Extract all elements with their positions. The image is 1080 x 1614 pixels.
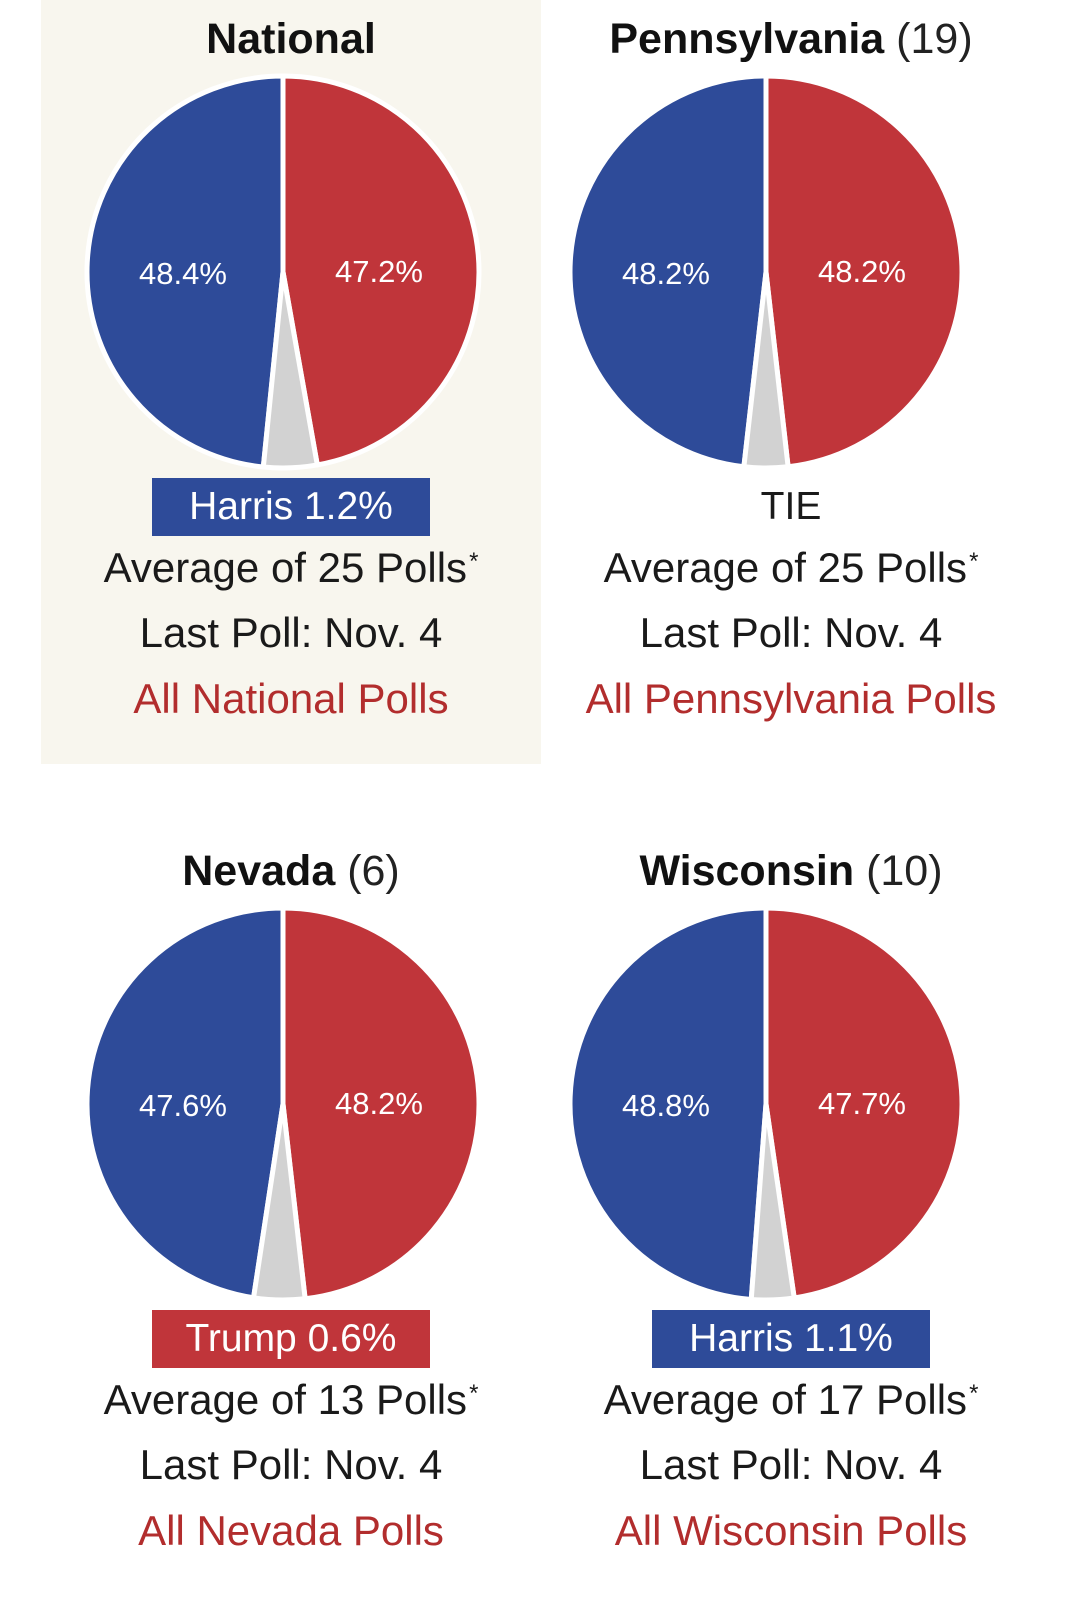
pie-slice-harris: [567, 73, 769, 470]
footnote-asterisk: *: [969, 1380, 979, 1407]
poll-average-label: Average of 13 Polls*: [41, 1374, 541, 1426]
pie-chart-nevada: 47.6% 48.2%: [84, 905, 482, 1303]
panel-title-name: National: [206, 15, 376, 63]
spread-badge: Harris 1.1%: [652, 1310, 930, 1368]
pie-slice-other: [741, 269, 791, 471]
pie-value-label-trump: 48.2%: [818, 254, 906, 289]
panel-title: National: [41, 14, 541, 64]
pie-slice-harris: [84, 905, 286, 1301]
poll-panel-nevada: Nevada (6) 47.6% 48.2% Trump 0.6% Average…: [41, 847, 541, 1614]
poll-average-text: Average of 25 Polls: [103, 544, 468, 591]
panel-title: Wisconsin (10): [541, 846, 1041, 896]
pie-chart-national: 48.4% 47.2%: [84, 73, 482, 471]
pie-chart-pennsylvania: 48.2% 48.2%: [567, 73, 965, 471]
panel-title: Nevada (6): [41, 846, 541, 896]
panel-title-name: Nevada: [182, 847, 336, 895]
all-polls-link[interactable]: All Wisconsin Polls: [614, 1507, 968, 1554]
last-poll-date: Last Poll: Nov. 4: [139, 609, 443, 656]
poll-average-text: Average of 25 Polls: [603, 544, 968, 591]
pie-slice-other: [260, 269, 320, 471]
pie-value-label-trump: 48.2%: [335, 1086, 423, 1121]
pie-value-label-harris: 48.4%: [139, 256, 227, 291]
pie-slice-trump: [280, 905, 482, 1302]
panel-title-name: Pennsylvania: [609, 15, 885, 63]
electoral-votes: (19): [896, 15, 973, 63]
all-polls-link[interactable]: All Nevada Polls: [138, 1507, 444, 1554]
last-poll-date: Last Poll: Nov. 4: [639, 609, 943, 656]
footnote-asterisk: *: [469, 1380, 479, 1407]
pie-slice-trump: [763, 905, 965, 1301]
poll-average-text: Average of 17 Polls: [603, 1376, 968, 1423]
pie-value-label-trump: 47.7%: [818, 1086, 906, 1121]
poll-panel-wisconsin: Wisconsin (10) 48.8% 47.7% Harris 1.1% Av…: [541, 847, 1041, 1614]
pie-chart-wisconsin: 48.8% 47.7%: [567, 905, 965, 1303]
pie-value-label-harris: 48.8%: [622, 1088, 710, 1123]
last-poll-date: Last Poll: Nov. 4: [639, 1441, 943, 1488]
poll-average-text: Average of 13 Polls: [103, 1376, 468, 1423]
spread-badge: Trump 0.6%: [152, 1310, 430, 1368]
footnote-asterisk: *: [969, 548, 979, 575]
spread-badge: Harris 1.2%: [152, 478, 430, 536]
pie-slice-trump: [763, 73, 965, 470]
spread-badge: TIE: [760, 485, 822, 528]
panel-title: Pennsylvania (19): [541, 14, 1041, 64]
pie-slice-trump: [280, 73, 482, 468]
poll-panel-pennsylvania: Pennsylvania (19) 48.2% 48.2% TIE Average…: [541, 0, 1041, 764]
electoral-votes: (6): [347, 847, 400, 895]
pie-slice-harris: [84, 73, 286, 470]
poll-average-label: Average of 25 Polls*: [541, 542, 1041, 594]
all-polls-link[interactable]: All National Polls: [133, 675, 449, 722]
poll-panel-national: National 48.4% 47.2% Harris 1.2% Average …: [41, 0, 541, 764]
pie-value-label-harris: 47.6%: [139, 1088, 227, 1123]
last-poll-date: Last Poll: Nov. 4: [139, 1441, 443, 1488]
poll-average-label: Average of 17 Polls*: [541, 1374, 1041, 1426]
pie-value-label-harris: 48.2%: [622, 256, 710, 291]
electoral-votes: (10): [866, 847, 943, 895]
pie-value-label-trump: 47.2%: [335, 254, 423, 289]
pie-slice-harris: [567, 905, 769, 1302]
poll-average-label: Average of 25 Polls*: [41, 542, 541, 594]
pie-slice-other: [251, 1101, 308, 1303]
all-polls-link[interactable]: All Pennsylvania Polls: [585, 675, 997, 722]
panel-title-name: Wisconsin: [639, 847, 855, 895]
pie-slice-other: [748, 1101, 797, 1303]
footnote-asterisk: *: [469, 548, 479, 575]
